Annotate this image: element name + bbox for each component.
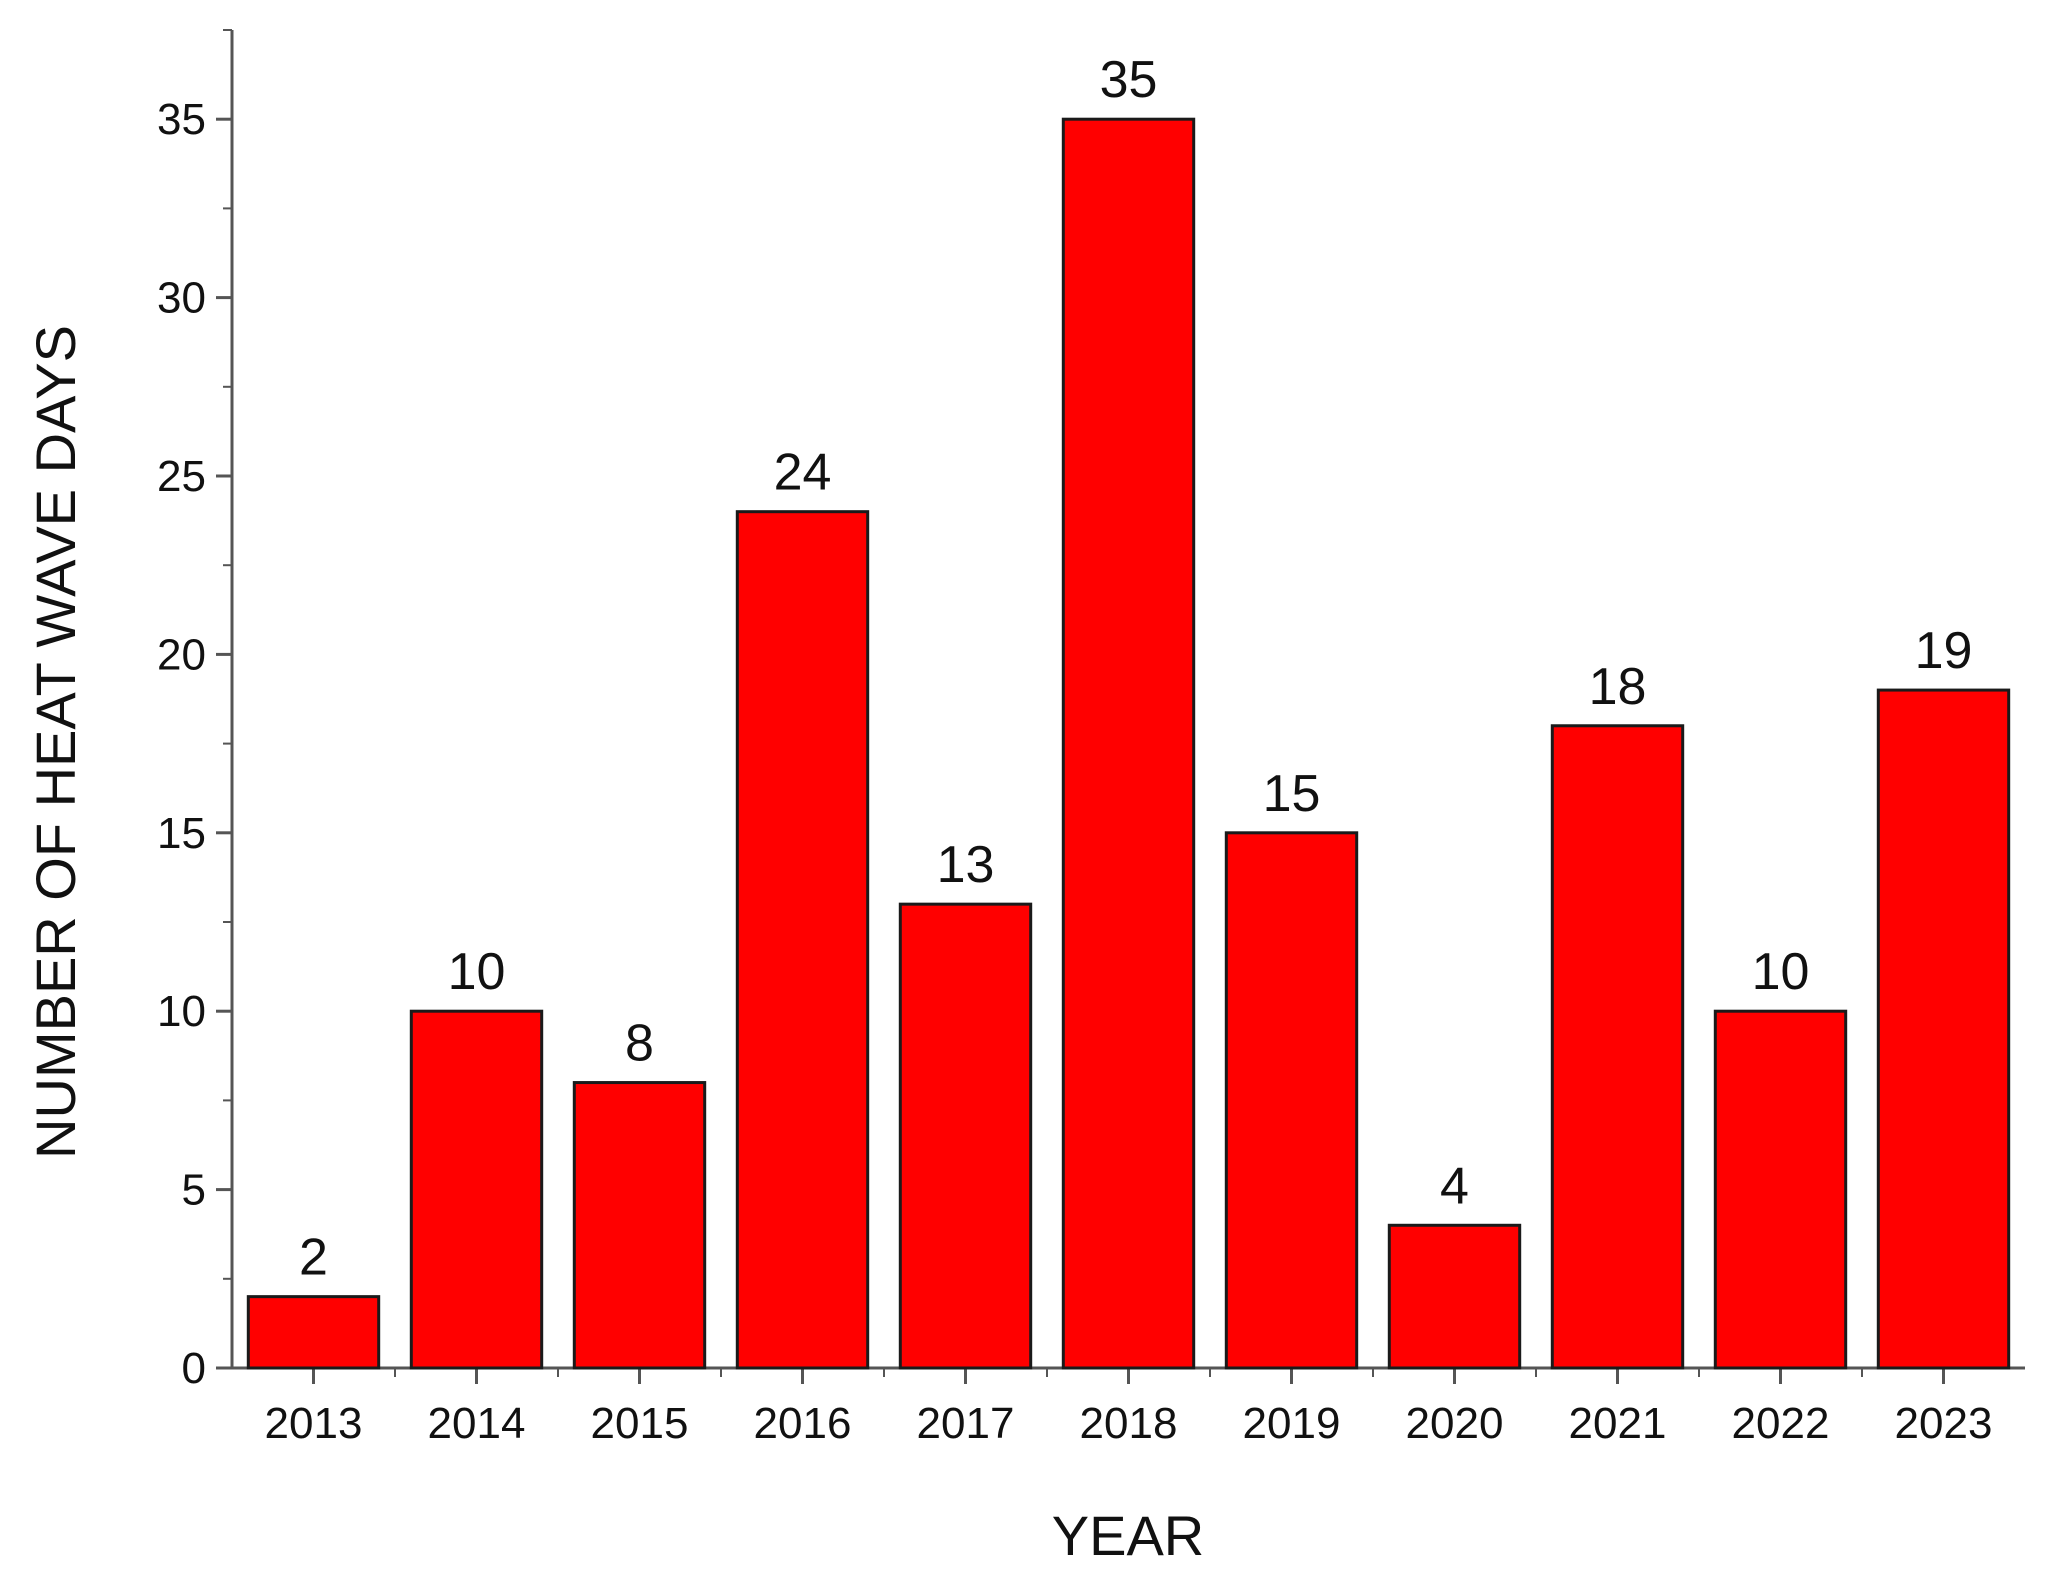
value-label-2016: 24 <box>774 444 832 502</box>
y-tick-label: 25 <box>157 452 206 501</box>
value-label-2022: 10 <box>1752 943 1810 1001</box>
bar-2021 <box>1550 724 1685 1370</box>
value-label-2017: 13 <box>937 836 995 894</box>
bar-2018 <box>1061 117 1196 1370</box>
value-label-2019: 15 <box>1263 765 1321 823</box>
y-tick-label: 10 <box>157 987 206 1036</box>
x-tick-label: 2017 <box>917 1399 1015 1448</box>
x-tick-label: 2016 <box>754 1399 852 1448</box>
bar-2022 <box>1713 1009 1848 1370</box>
x-tick-label: 2013 <box>265 1399 363 1448</box>
y-tick-label: 35 <box>157 95 206 144</box>
bar-2016 <box>735 510 870 1370</box>
y-tick-label: 30 <box>157 274 206 323</box>
x-tick-label: 2015 <box>591 1399 689 1448</box>
y-tick-label: 20 <box>157 630 206 679</box>
x-tick-label: 2023 <box>1895 1399 1993 1448</box>
x-tick-label: 2019 <box>1243 1399 1341 1448</box>
bar-2017 <box>898 902 1033 1370</box>
bar-2020 <box>1387 1223 1522 1370</box>
bar-2019 <box>1224 831 1359 1370</box>
y-tick-label: 15 <box>157 809 206 858</box>
value-label-2013: 2 <box>299 1229 328 1287</box>
value-label-2020: 4 <box>1440 1157 1469 1215</box>
x-axis-title: YEAR <box>1052 1504 1205 1567</box>
bar-2014 <box>409 1009 544 1370</box>
y-axis: 0 5 10 15 20 25 30 35 <box>157 29 234 1393</box>
bars-group <box>246 117 2011 1370</box>
value-label-2014: 10 <box>448 943 506 1001</box>
x-tick-label: 2021 <box>1569 1399 1667 1448</box>
value-labels-group: 2 10 8 24 13 35 15 4 18 10 19 <box>299 51 1972 1286</box>
x-tick-label: 2018 <box>1080 1399 1178 1448</box>
value-label-2015: 8 <box>625 1015 654 1073</box>
y-tick-label: 0 <box>182 1344 206 1393</box>
value-label-2021: 18 <box>1589 658 1647 716</box>
value-label-2018: 35 <box>1100 51 1158 109</box>
x-tick-label: 2014 <box>428 1399 526 1448</box>
y-axis-title: NUMBER OF HEAT WAVE DAYS <box>24 325 87 1159</box>
value-label-2023: 19 <box>1915 622 1973 680</box>
bar-2013 <box>246 1295 381 1370</box>
x-tick-label: 2020 <box>1406 1399 1504 1448</box>
bar-2015 <box>572 1081 707 1370</box>
x-axis: 2013 2014 2015 2016 2017 2018 2019 2020 2021 2022… <box>232 1366 2025 1448</box>
bar-2023 <box>1876 688 2011 1370</box>
y-tick-label: 5 <box>182 1166 206 1215</box>
x-tick-label: 2022 <box>1732 1399 1830 1448</box>
